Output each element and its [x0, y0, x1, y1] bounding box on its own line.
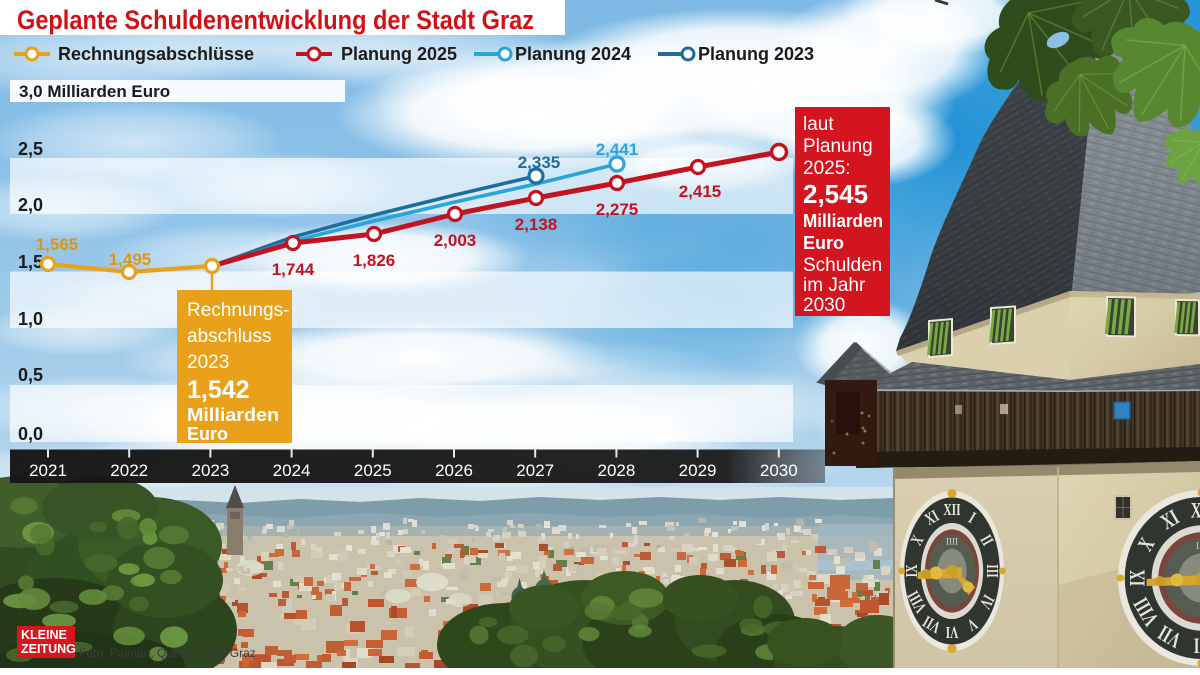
svg-text:2,441: 2,441 [596, 140, 639, 159]
svg-text:IX: IX [903, 564, 922, 577]
svg-text:2,335: 2,335 [518, 153, 561, 172]
svg-text:III: III [982, 564, 1001, 578]
svg-text:2023: 2023 [191, 461, 229, 480]
svg-text:2030: 2030 [760, 461, 798, 480]
svg-text:2030: 2030 [803, 295, 845, 316]
svg-text:Euro: Euro [803, 233, 844, 253]
svg-text:2029: 2029 [679, 461, 717, 480]
svg-text:im Jahr: im Jahr [803, 275, 866, 296]
svg-text:KLEINE: KLEINE [21, 628, 67, 642]
svg-text:Planung 2023: Planung 2023 [698, 44, 814, 64]
svg-text:abschluss: abschluss [187, 326, 272, 347]
svg-text:3,0 Milliarden Euro: 3,0 Milliarden Euro [19, 82, 170, 101]
svg-text:0,0: 0,0 [18, 424, 43, 444]
svg-text:Geplante Schuldenentwicklung d: Geplante Schuldenentwicklung der Stadt G… [17, 5, 534, 35]
svg-text:Planung 2024: Planung 2024 [515, 44, 631, 64]
svg-text:2025:: 2025: [803, 158, 851, 179]
svg-text:2025: 2025 [354, 461, 392, 480]
svg-text:XII: XII [943, 501, 961, 520]
svg-text:IX: IX [1126, 569, 1151, 586]
svg-text:2,415: 2,415 [679, 182, 722, 201]
svg-text:ZEITUNG: ZEITUNG [21, 642, 76, 656]
svg-text:Milliarden: Milliarden [187, 405, 279, 425]
svg-text:1,744: 1,744 [272, 260, 315, 279]
svg-text:Euro: Euro [187, 424, 228, 444]
svg-text:IIII: IIII [1196, 541, 1200, 551]
svg-text:Foto: Pajman, Quelle: Stadt Gr: Foto: Pajman, Quelle: Stadt Graz [79, 646, 256, 660]
svg-text:2,138: 2,138 [515, 215, 558, 234]
svg-text:2027: 2027 [516, 461, 554, 480]
svg-text:2022: 2022 [110, 461, 148, 480]
svg-text:1,0: 1,0 [18, 309, 43, 329]
svg-text:0,5: 0,5 [18, 365, 43, 385]
svg-text:2,275: 2,275 [596, 200, 639, 219]
svg-text:2023: 2023 [187, 352, 229, 373]
svg-text:2028: 2028 [597, 461, 635, 480]
svg-text:Rechnungs-: Rechnungs- [187, 300, 289, 321]
svg-text:VI: VI [945, 622, 958, 641]
svg-text:Rechnungsabschlüsse: Rechnungsabschlüsse [58, 44, 254, 64]
svg-text:Planung 2025: Planung 2025 [341, 44, 457, 64]
svg-text:1,5: 1,5 [18, 252, 43, 272]
svg-text:2,003: 2,003 [434, 231, 477, 250]
svg-text:Milliarden: Milliarden [803, 211, 883, 231]
svg-text:Planung: Planung [803, 136, 873, 157]
svg-text:2024: 2024 [273, 461, 311, 480]
svg-text:2,545: 2,545 [803, 179, 868, 209]
svg-text:XII: XII [1191, 499, 1200, 524]
svg-text:1,565: 1,565 [36, 235, 79, 254]
svg-text:IIII: IIII [946, 537, 958, 547]
svg-text:1,495: 1,495 [109, 250, 152, 269]
svg-text:VI: VI [1194, 633, 1200, 658]
svg-text:2,5: 2,5 [18, 139, 43, 159]
svg-text:2,0: 2,0 [18, 195, 43, 215]
svg-text:Schulden: Schulden [803, 255, 882, 276]
svg-text:laut: laut [803, 114, 834, 135]
svg-text:1,542: 1,542 [187, 376, 250, 404]
svg-text:2026: 2026 [435, 461, 473, 480]
svg-text:2021: 2021 [29, 461, 67, 480]
svg-text:1,826: 1,826 [353, 251, 396, 270]
